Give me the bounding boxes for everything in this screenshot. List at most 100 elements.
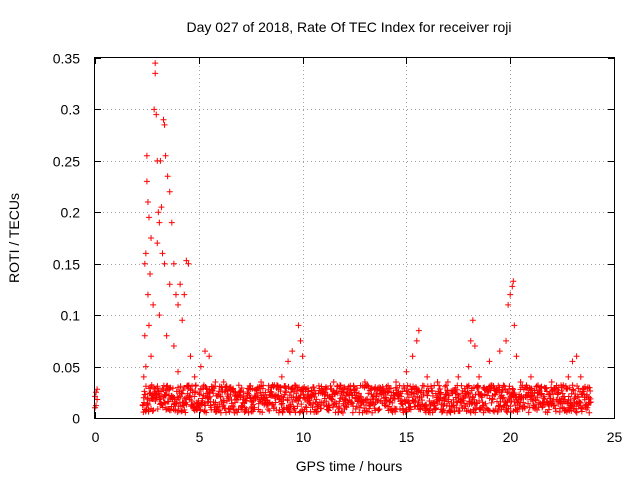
- baseline-point: [534, 382, 541, 389]
- baseline-point: [217, 409, 224, 416]
- baseline-point: [284, 396, 291, 403]
- data-point: [409, 353, 416, 360]
- data-point: [559, 384, 566, 391]
- data-point: [157, 157, 164, 164]
- data-point: [341, 384, 348, 391]
- baseline-point: [325, 407, 332, 414]
- baseline-point: [510, 386, 517, 393]
- baseline-point: [314, 408, 321, 415]
- data-point: [156, 312, 163, 319]
- data-point: [507, 291, 514, 298]
- baseline-point: [441, 394, 448, 401]
- data-point: [511, 322, 518, 329]
- baseline-point: [358, 394, 365, 401]
- data-point: [220, 379, 227, 385]
- baseline-point: [516, 404, 523, 411]
- data-point: [160, 116, 167, 123]
- data-point: [152, 60, 159, 67]
- baseline-point: [494, 407, 501, 414]
- baseline-point: [231, 399, 238, 406]
- data-point: [496, 348, 503, 355]
- baseline-point: [587, 387, 594, 394]
- baseline-point: [477, 406, 484, 413]
- baseline-point: [573, 409, 580, 416]
- baseline-point: [406, 400, 413, 407]
- baseline-point: [520, 399, 527, 406]
- baseline-point: [396, 406, 403, 413]
- data-point: [285, 358, 292, 365]
- baseline-point: [178, 390, 185, 397]
- baseline-point: [278, 401, 285, 408]
- y-tick-label: 0.35: [53, 51, 80, 67]
- baseline-point: [383, 394, 390, 401]
- baseline-point: [476, 397, 483, 404]
- baseline-point: [333, 389, 340, 396]
- baseline-point: [142, 383, 149, 390]
- data-point: [181, 291, 188, 298]
- baseline-point: [364, 408, 371, 415]
- baseline-point: [305, 385, 312, 392]
- data-point: [145, 214, 152, 221]
- baseline-point: [229, 402, 236, 409]
- baseline-point: [318, 405, 325, 412]
- baseline-point: [177, 393, 184, 400]
- data-point: [150, 301, 157, 308]
- x-axis-label: GPS time / hours: [296, 458, 403, 474]
- baseline-point: [354, 385, 361, 392]
- baseline-point: [260, 382, 267, 389]
- baseline-point: [240, 393, 247, 400]
- baseline-point: [145, 401, 152, 408]
- data-point: [150, 384, 157, 391]
- baseline-point: [340, 389, 347, 396]
- baseline-point: [551, 402, 558, 409]
- baseline-point: [275, 392, 282, 399]
- baseline-point: [432, 405, 439, 412]
- data-point: [320, 389, 327, 396]
- data-point: [486, 358, 493, 365]
- baseline-point: [355, 390, 362, 397]
- data-point: [465, 363, 472, 370]
- baseline-point: [573, 405, 580, 412]
- data-point: [226, 384, 233, 391]
- data-point: [139, 402, 146, 409]
- baseline-point: [458, 382, 465, 389]
- baseline-point: [455, 393, 462, 400]
- baseline-point: [472, 409, 479, 416]
- baseline-point: [500, 394, 507, 401]
- x-tick-label: 0: [92, 429, 100, 445]
- data-point: [268, 384, 275, 391]
- baseline-point: [294, 403, 301, 410]
- data-point: [143, 178, 150, 185]
- data-point: [159, 250, 166, 257]
- data-point: [179, 317, 186, 324]
- data-point: [510, 278, 517, 285]
- baseline-point: [182, 409, 189, 416]
- baseline-point: [266, 407, 273, 414]
- baseline-point: [280, 394, 287, 401]
- baseline-point: [336, 398, 343, 405]
- baseline-point: [289, 385, 296, 392]
- y-tick-label: 0.2: [61, 205, 81, 221]
- baseline-point: [262, 389, 269, 396]
- baseline-point: [529, 398, 536, 405]
- y-tick-label: 0.05: [53, 360, 80, 376]
- data-point: [469, 317, 476, 324]
- baseline-point: [399, 401, 406, 408]
- baseline-point: [265, 400, 272, 407]
- baseline-point: [196, 391, 203, 398]
- baseline-point: [525, 400, 532, 407]
- baseline-point: [450, 402, 457, 409]
- data-point: [197, 363, 204, 370]
- data-point: [586, 394, 593, 401]
- data-point: [476, 373, 483, 380]
- baseline-point: [165, 406, 172, 413]
- baseline-point: [558, 387, 565, 394]
- data-point: [94, 396, 101, 403]
- data-point: [147, 271, 154, 277]
- baseline-point: [305, 388, 312, 395]
- baseline-point: [569, 386, 576, 393]
- data-point: [166, 281, 173, 288]
- data-point: [471, 343, 478, 349]
- data-point: [455, 373, 462, 380]
- data-point: [289, 348, 296, 355]
